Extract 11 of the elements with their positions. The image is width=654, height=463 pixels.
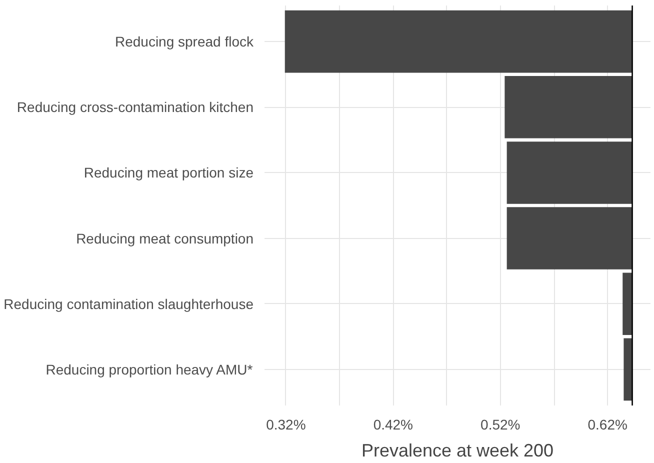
y-tick-label: Reducing cross-contamination kitchen (16, 99, 254, 116)
y-tick-label: Reducing meat consumption (76, 230, 254, 246)
y-tick-label: Reducing proportion heavy AMU* (46, 361, 254, 378)
y-tick-label: Reducing contamination slaughterhouse (4, 296, 254, 312)
y-tick-label: Reducing meat portion size (84, 164, 254, 181)
y-tick-label: Reducing spread flock (114, 34, 254, 50)
x-tick-label: 0.32% (266, 416, 306, 432)
x-tick-label: 0.42% (373, 416, 414, 432)
x-axis-title: Prevalence at week 200 (361, 440, 554, 460)
x-tick-label: 0.52% (480, 416, 520, 432)
x-tick-label: 0.62% (588, 416, 628, 432)
